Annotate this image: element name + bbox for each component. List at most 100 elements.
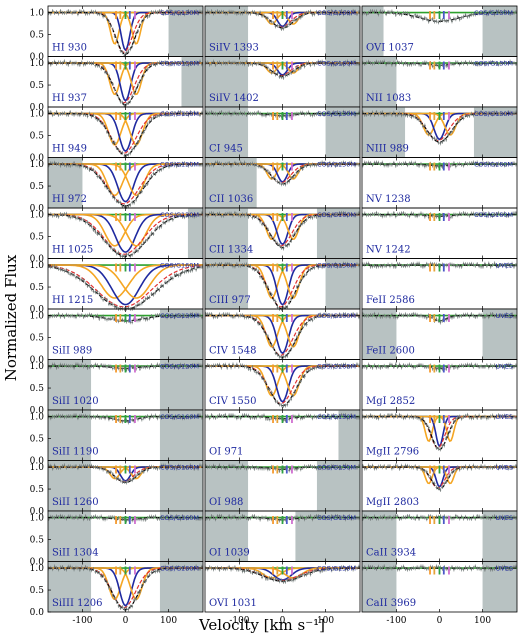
data-point bbox=[171, 314, 174, 317]
data-point bbox=[338, 414, 341, 417]
data-point bbox=[235, 363, 238, 366]
data-point bbox=[418, 118, 420, 121]
data-point bbox=[423, 124, 426, 127]
x-tick-label: -100 bbox=[229, 616, 249, 626]
data-point bbox=[51, 516, 54, 519]
data-point bbox=[181, 215, 184, 218]
data-point bbox=[232, 61, 234, 64]
data-point bbox=[55, 366, 58, 369]
data-point bbox=[220, 314, 223, 317]
data-point bbox=[69, 365, 72, 368]
data-point bbox=[290, 578, 293, 581]
data-point bbox=[325, 163, 327, 165]
data-point bbox=[214, 364, 217, 367]
data-point bbox=[82, 279, 85, 282]
data-point bbox=[55, 11, 58, 13]
data-point bbox=[239, 364, 242, 367]
data-point bbox=[84, 414, 87, 417]
data-point bbox=[237, 517, 240, 520]
data-point bbox=[67, 10, 70, 12]
data-point bbox=[121, 518, 124, 520]
data-point bbox=[441, 140, 444, 143]
data-point bbox=[251, 63, 254, 66]
data-point bbox=[294, 292, 296, 295]
data-point bbox=[61, 163, 64, 165]
data-point bbox=[487, 12, 490, 14]
data-point bbox=[57, 162, 60, 165]
data-point bbox=[330, 9, 333, 12]
data-point bbox=[98, 175, 101, 178]
data-point bbox=[210, 212, 213, 215]
y-tick-label: 0.0 bbox=[30, 103, 45, 113]
data-point bbox=[280, 356, 283, 359]
data-point bbox=[191, 313, 194, 315]
data-point bbox=[352, 313, 355, 315]
data-point bbox=[106, 415, 108, 418]
data-point bbox=[247, 264, 250, 267]
x-tick-label: 100 bbox=[160, 616, 177, 626]
data-point bbox=[358, 212, 360, 215]
data-point bbox=[346, 262, 349, 265]
data-point bbox=[206, 364, 209, 367]
data-point bbox=[315, 113, 318, 115]
data-point bbox=[297, 575, 300, 578]
data-point bbox=[507, 62, 510, 65]
data-point bbox=[276, 578, 279, 581]
data-point bbox=[299, 574, 302, 577]
data-point bbox=[328, 215, 331, 217]
data-point bbox=[150, 293, 153, 295]
data-point bbox=[195, 10, 198, 13]
data-point bbox=[311, 571, 314, 573]
data-point bbox=[175, 365, 178, 368]
data-point bbox=[255, 516, 258, 519]
data-point bbox=[121, 481, 124, 483]
y-tick-label: 0.0 bbox=[30, 154, 45, 164]
data-point bbox=[325, 112, 327, 115]
data-point bbox=[232, 414, 234, 417]
data-point bbox=[53, 113, 56, 115]
data-point bbox=[451, 63, 453, 65]
data-point bbox=[193, 315, 196, 318]
data-point bbox=[216, 113, 219, 116]
data-point bbox=[121, 151, 124, 154]
ion-label: CIV 1548 bbox=[209, 346, 256, 357]
data-point bbox=[88, 465, 91, 467]
data-point bbox=[297, 67, 300, 70]
data-point bbox=[373, 113, 376, 116]
data-point bbox=[261, 276, 263, 279]
data-point bbox=[146, 415, 149, 418]
data-point bbox=[154, 515, 157, 518]
data-point bbox=[123, 155, 126, 157]
data-point bbox=[245, 113, 248, 116]
data-point bbox=[301, 168, 304, 170]
data-point bbox=[170, 276, 172, 279]
data-point bbox=[206, 313, 209, 316]
data-point bbox=[222, 466, 225, 468]
data-point bbox=[102, 238, 105, 241]
data-point bbox=[358, 163, 360, 166]
data-point bbox=[181, 12, 184, 14]
data-point bbox=[154, 467, 157, 469]
data-point bbox=[348, 365, 351, 368]
data-point bbox=[69, 165, 72, 167]
data-point bbox=[150, 465, 153, 468]
data-point bbox=[53, 60, 56, 63]
data-point bbox=[175, 11, 178, 14]
data-point bbox=[222, 516, 225, 519]
data-point bbox=[433, 137, 436, 140]
data-point bbox=[296, 516, 298, 519]
data-point bbox=[63, 213, 66, 215]
data-point bbox=[208, 11, 211, 14]
data-point bbox=[497, 63, 500, 66]
data-point bbox=[73, 414, 75, 417]
instrument-label: COS/G130M bbox=[160, 312, 199, 320]
data-point bbox=[65, 568, 68, 571]
data-point bbox=[214, 567, 217, 570]
data-point bbox=[152, 233, 155, 235]
data-point bbox=[449, 132, 451, 134]
data-point bbox=[468, 61, 471, 64]
data-point bbox=[268, 234, 271, 236]
data-point bbox=[299, 417, 302, 420]
